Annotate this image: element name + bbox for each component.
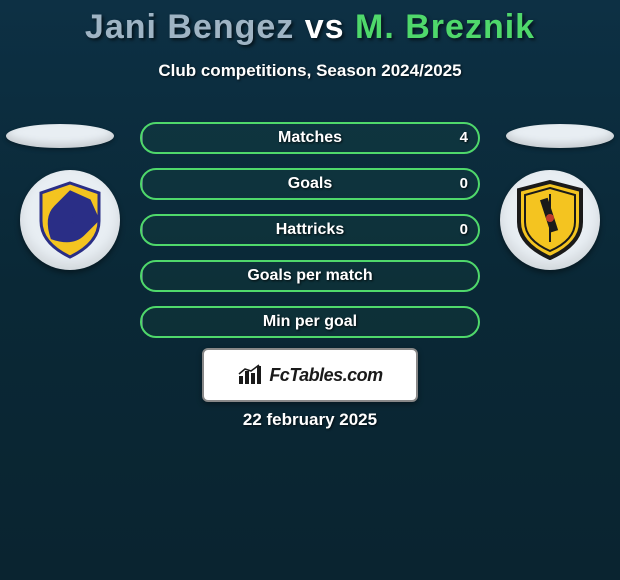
stat-row-hattricks: Hattricks 0 — [140, 214, 480, 246]
stat-label: Matches — [142, 124, 478, 152]
stat-right-value: 4 — [460, 124, 468, 152]
stats-container: Matches 4 Goals 0 Hattricks 0 Goals per … — [140, 122, 480, 352]
vs-text: vs — [305, 8, 345, 46]
stat-row-min-per-goal: Min per goal — [140, 306, 480, 338]
stat-right-value: 0 — [460, 170, 468, 198]
ellipse-left — [6, 124, 114, 148]
stat-row-matches: Matches 4 — [140, 122, 480, 154]
svg-text:D: D — [64, 212, 76, 229]
ellipse-right — [506, 124, 614, 148]
stat-right-value: 0 — [460, 216, 468, 244]
stat-label: Goals per match — [142, 262, 478, 290]
player1-name: Jani Bengez — [85, 8, 294, 46]
stat-row-goals-per-match: Goals per match — [140, 260, 480, 292]
subtitle: Club competitions, Season 2024/2025 — [0, 61, 620, 81]
stat-row-goals: Goals 0 — [140, 168, 480, 200]
bar-chart-icon — [237, 364, 263, 386]
fctables-logo: FcTables.com — [202, 348, 418, 402]
comparison-title: Jani Bengez vs M. Breznik — [0, 0, 620, 47]
player2-name: M. Breznik — [355, 8, 535, 46]
fctables-logo-text: FcTables.com — [269, 365, 382, 386]
stat-label: Hattricks — [142, 216, 478, 244]
club1-crest: D — [20, 170, 120, 270]
date: 22 february 2025 — [0, 410, 620, 430]
club2-crest — [500, 170, 600, 270]
club1-shield-icon: D — [35, 181, 105, 259]
stat-label: Goals — [142, 170, 478, 198]
club2-shield-icon — [513, 180, 587, 260]
stat-label: Min per goal — [142, 308, 478, 336]
